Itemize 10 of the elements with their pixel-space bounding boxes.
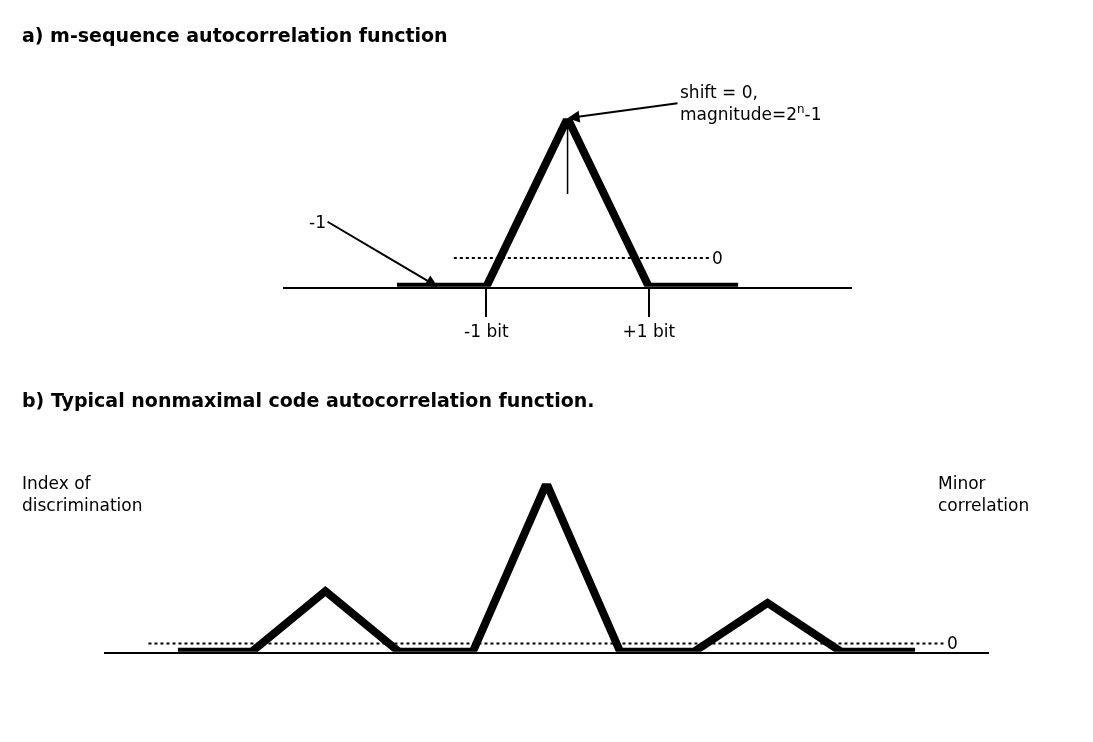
- chart-title: b) Typical nonmaximal code autocorrelation function.: [22, 389, 595, 411]
- annotation: Index of discrimination: [22, 473, 143, 516]
- x-tick-label: +1 bit: [622, 321, 676, 342]
- ref-line-label: 0: [712, 248, 723, 268]
- ref-line-label: 0: [947, 633, 958, 653]
- chart-title: a) m-sequence autocorrelation function: [22, 24, 448, 46]
- annotation: -1: [309, 212, 326, 232]
- annotation: shift = 0, magnitude=2$^{n}$-1: [680, 82, 822, 125]
- x-tick-label: -1 bit: [464, 321, 509, 342]
- annotation: Minor correlation: [938, 473, 1030, 516]
